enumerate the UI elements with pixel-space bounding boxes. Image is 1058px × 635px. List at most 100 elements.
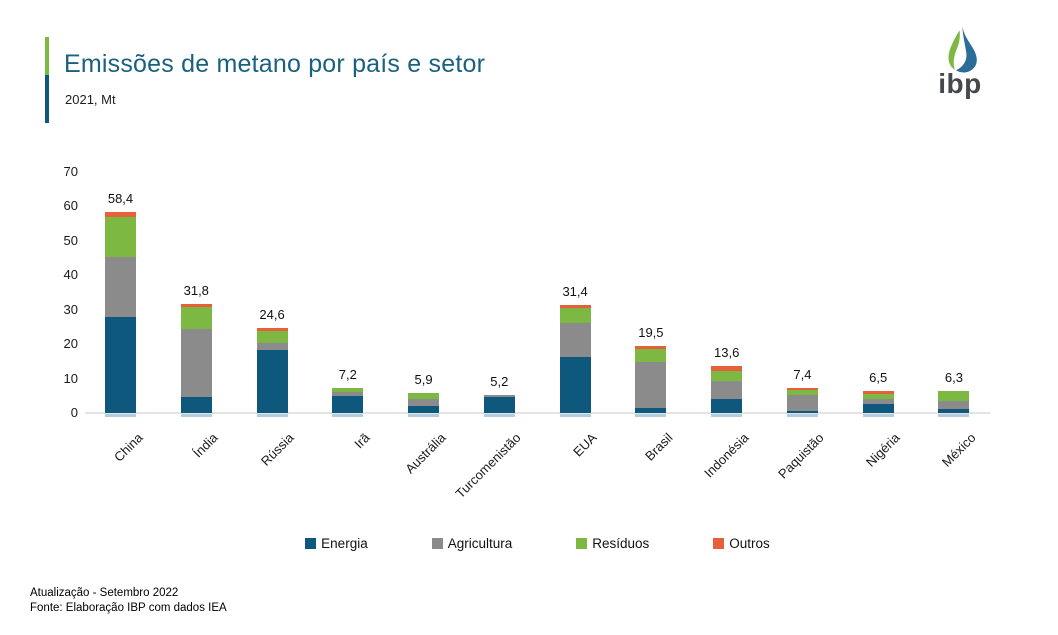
ibp-logo: ibp	[912, 24, 1008, 98]
bar-base-shadow	[408, 414, 440, 417]
x-axis-label: Nigéria	[863, 430, 903, 470]
bar-segment-resíduos	[105, 217, 136, 258]
y-tick-label: 20	[63, 336, 78, 352]
bar-segment-energia	[559, 356, 591, 413]
bar-total-label: 7,2	[338, 367, 357, 383]
y-tick-label: 0	[70, 405, 78, 420]
bar-segment-energia	[635, 408, 667, 413]
legend-label: Energia	[321, 536, 368, 551]
footer-update-line: Atualização - Setembro 2022	[30, 587, 179, 599]
bar-segment-resíduos	[862, 393, 894, 400]
bar-segment-agricultura	[180, 328, 212, 397]
x-axis-label: México	[938, 430, 979, 470]
legend-item-agricultura: Agricultura	[431, 536, 513, 551]
y-tick-label: 50	[63, 232, 78, 248]
bar-segment-resíduos	[711, 370, 743, 382]
bar-segment-energia	[483, 396, 515, 413]
y-tick-label: 10	[63, 370, 78, 386]
legend-swatch-residuos	[576, 538, 588, 549]
legend-item-residuos: Resíduos	[576, 536, 649, 551]
bar-total-label: 19,5	[638, 324, 664, 340]
bar-segment-agricultura	[483, 395, 515, 397]
bar-total-label: 5,9	[414, 371, 433, 387]
legend-item-energia: Energia	[305, 536, 368, 551]
y-tick-label: 30	[63, 301, 78, 317]
bar-segment-outros	[256, 328, 288, 331]
bar-segment-agricultura	[635, 362, 667, 409]
bar-segment-agricultura	[786, 394, 818, 412]
legend-item-outros: Outros	[713, 536, 770, 551]
bar-segment-energia	[105, 316, 136, 413]
chart-legend: Energia Agricultura Resíduos Outros	[85, 536, 990, 551]
bar-segment-outros	[105, 211, 136, 218]
bar-base-shadow	[332, 414, 364, 417]
plot-area: 58,4 China 31,8 Índia 24,6 Rússia 7,2 Irã 5,9 Aus…	[85, 172, 990, 501]
bar-segment-outros	[180, 303, 212, 308]
bar-base-shadow	[862, 414, 894, 417]
ibp-drop-icon	[948, 26, 977, 73]
bar-total-label: 5,2	[490, 374, 509, 390]
bar-segment-energia	[180, 396, 212, 413]
legend-label: Outros	[729, 536, 770, 551]
bar-segment-resíduos	[180, 307, 212, 329]
bar-total-label: 6,5	[869, 369, 888, 385]
bar-segment-energia	[938, 408, 970, 413]
bar-segment-outros	[786, 387, 818, 390]
bar-segment-resíduos	[938, 391, 970, 401]
bar-total-label: 31,8	[183, 282, 209, 298]
bar-segment-energia	[256, 350, 288, 413]
legend-swatch-energia	[305, 538, 317, 549]
bar-segment-resíduos	[408, 392, 440, 399]
footer: Atualização - Setembro 2022 Fonte: Elabo…	[30, 586, 227, 616]
bar-base-shadow	[559, 414, 591, 417]
bar-total-label: 13,6	[714, 345, 740, 361]
x-axis-label: Irã	[351, 430, 373, 452]
bar-base-shadow	[711, 414, 743, 417]
bar-segment-agricultura	[559, 322, 591, 357]
bar-base-shadow	[180, 414, 212, 417]
page-subtitle: 2021, Mt	[65, 92, 116, 107]
bar-total-label: 7,4	[793, 366, 812, 382]
bar-segment-energia	[408, 405, 440, 413]
x-axis-label: Turcomenistão	[452, 430, 524, 502]
bar-total-label: 6,3	[944, 370, 963, 386]
bar-segment-outros	[862, 390, 894, 394]
bar-total-label: 58,4	[107, 190, 134, 206]
bar-segment-resíduos	[332, 388, 364, 393]
bar-base-shadow	[635, 414, 667, 417]
bar-segment-energia	[786, 411, 818, 413]
ibp-logo-text: ibp	[938, 68, 982, 99]
bar-segment-outros	[559, 304, 591, 309]
bar-base-shadow	[105, 414, 136, 417]
x-axis-label: Índia	[190, 430, 221, 461]
bar-segment-resíduos	[256, 330, 288, 343]
bar-segment-outros	[711, 366, 743, 371]
y-tick-label: 70	[63, 164, 78, 179]
bar-segment-outros	[635, 345, 667, 350]
bar-segment-resíduos	[635, 349, 667, 363]
bar-segment-resíduos	[559, 308, 591, 323]
bar-base-shadow	[938, 414, 970, 417]
bar-segment-agricultura	[256, 342, 288, 351]
bar-segment-agricultura	[408, 398, 440, 406]
bar-segment-agricultura	[332, 392, 364, 396]
page-title: Emissões de metano por país e setor	[64, 50, 486, 78]
bar-segment-agricultura	[862, 399, 894, 405]
y-axis: 70 60 50 40 30 20 10 0	[40, 164, 78, 420]
bar-base-shadow	[256, 414, 288, 417]
bar-segment-energia	[332, 395, 364, 413]
bar-total-label: 31,4	[562, 283, 588, 299]
legend-label: Agricultura	[447, 536, 513, 551]
bar-base-shadow	[786, 414, 818, 417]
bar-segment-agricultura	[105, 257, 136, 317]
y-tick-label: 40	[63, 267, 78, 283]
bar-segment-agricultura	[711, 381, 743, 400]
bar-segment-energia	[862, 404, 894, 413]
bar-total-label: 24,6	[259, 307, 285, 323]
bar-segment-resíduos	[786, 389, 818, 395]
title-accent-bar	[45, 37, 49, 123]
bar-segment-agricultura	[938, 400, 970, 409]
bar-segment-energia	[711, 399, 743, 413]
legend-label: Resíduos	[592, 536, 650, 551]
